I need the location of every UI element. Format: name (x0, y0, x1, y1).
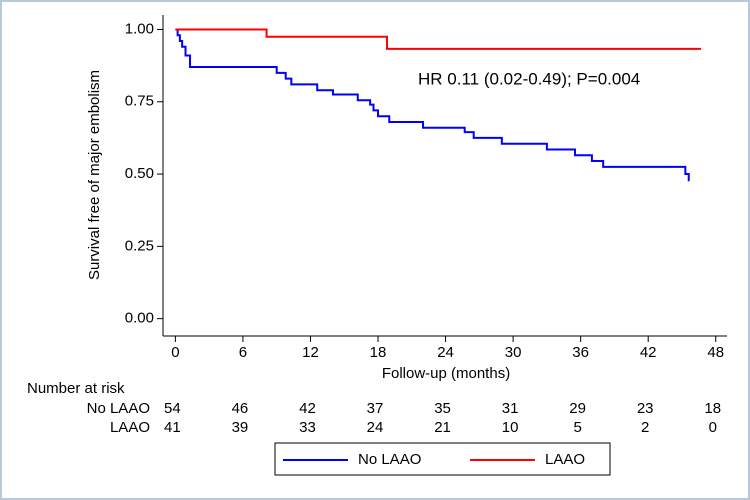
risk-value: 37 (367, 400, 384, 417)
risk-value: 33 (299, 419, 316, 436)
survival-line (175, 28, 690, 182)
risk-value: 54 (164, 400, 181, 417)
y-tick-label: 0.00 (125, 310, 154, 327)
risk-value: 42 (299, 400, 316, 417)
x-tick-label: 6 (239, 344, 247, 361)
risk-value: 2 (641, 419, 649, 436)
x-tick-label: 18 (370, 344, 387, 361)
x-tick-label: 48 (707, 344, 724, 361)
y-tick-label: 1.00 (125, 20, 154, 37)
risk-value: 24 (367, 419, 384, 436)
risk-value: 31 (502, 400, 519, 417)
risk-value: 29 (569, 400, 586, 417)
x-tick-label: 36 (572, 344, 589, 361)
legend-label: LAAO (545, 451, 585, 468)
risk-value: 0 (709, 419, 717, 436)
x-tick-label: 24 (437, 344, 454, 361)
legend-label: No LAAO (358, 451, 421, 468)
risk-row-label: No LAAO (87, 400, 150, 417)
x-tick-label: 0 (171, 344, 179, 361)
risk-value: 10 (502, 419, 519, 436)
y-tick-label: 0.25 (125, 237, 154, 254)
risk-value: 46 (232, 400, 249, 417)
x-tick-label: 30 (505, 344, 522, 361)
risk-value: 21 (434, 419, 451, 436)
risk-value: 5 (573, 419, 581, 436)
x-tick-label: 42 (640, 344, 657, 361)
risk-value: 23 (637, 400, 654, 417)
risk-value: 18 (704, 400, 721, 417)
risk-row-label: LAAO (110, 419, 150, 436)
risk-value: 41 (164, 419, 181, 436)
legend-box (274, 442, 611, 476)
y-tick-label: 0.50 (125, 165, 154, 182)
annotation: HR 0.11 (0.02-0.49); P=0.004 (418, 69, 640, 88)
survival-line (175, 28, 702, 50)
risk-value: 35 (434, 400, 451, 417)
y-axis-label: Survival free of major embolism (86, 70, 103, 280)
risk-title: Number at risk (27, 380, 125, 397)
x-axis-label: Follow-up (months) (382, 365, 510, 382)
risk-value: 39 (232, 419, 249, 436)
y-tick-label: 0.75 (125, 93, 154, 110)
x-tick-label: 12 (302, 344, 319, 361)
